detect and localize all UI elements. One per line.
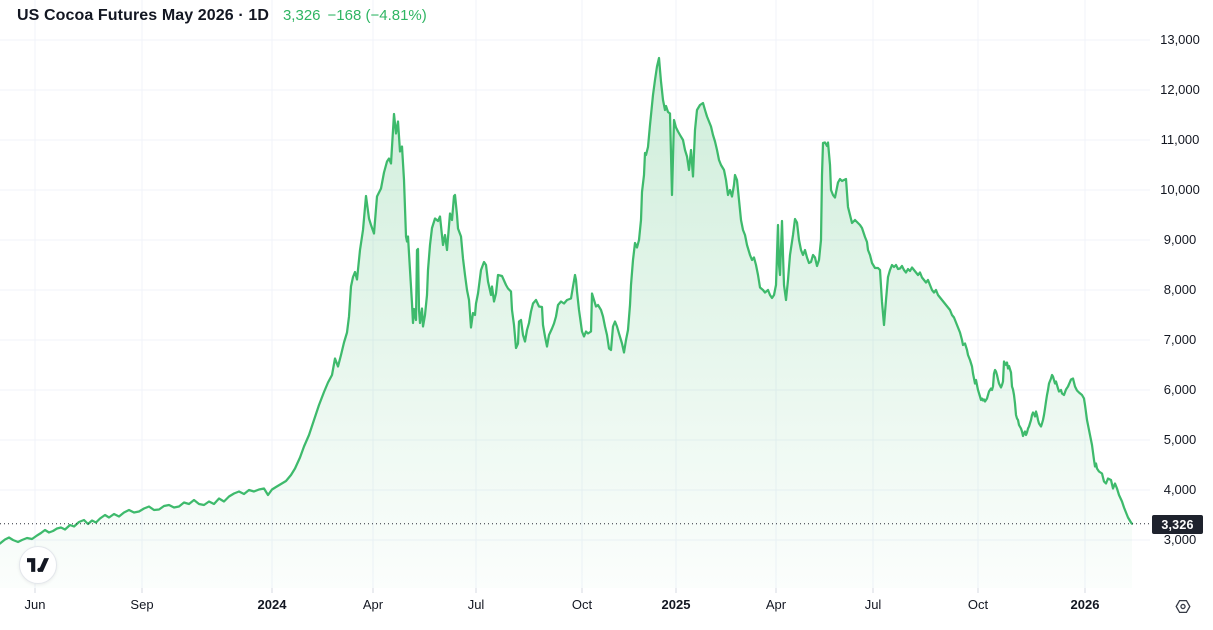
time-axis-label: Sep: [130, 597, 154, 612]
last-price-value: 3,326: [282, 7, 321, 24]
time-axis-label: Jun: [24, 597, 46, 612]
time-axis-label: Oct: [967, 597, 989, 612]
chart-legend: US Cocoa Futures May 2026 · 1D 3,326 −16…: [17, 7, 427, 25]
price-axis-label: 10,000: [1160, 182, 1200, 197]
last-price-badge: 3,326: [1152, 515, 1203, 534]
price-axis-label: 11,000: [1160, 132, 1200, 147]
last-price-badge-text: 3,326: [1161, 517, 1194, 532]
time-axis[interactable]: Jun Sep 2024 Apr Jul Oct 2025 Apr Jul Oct 2026: [0, 588, 1213, 630]
time-axis-label: Jul: [864, 597, 882, 612]
time-axis-label: Oct: [571, 597, 593, 612]
settings-gear-icon[interactable]: [1174, 598, 1192, 615]
symbol-title[interactable]: US Cocoa Futures May 2026 · 1D: [17, 7, 269, 24]
price-axis-label: 12,000: [1160, 82, 1200, 97]
price-axis-label: 9,000: [1163, 232, 1197, 247]
time-axis-label: Apr: [765, 597, 787, 612]
price-axis-label: 5,000: [1163, 432, 1197, 447]
price-axis-label: 4,000: [1163, 482, 1197, 497]
price-axis-label: 3,000: [1163, 532, 1197, 547]
time-axis-label: 2024: [257, 597, 287, 612]
price-axis-label: 7,000: [1163, 332, 1197, 347]
gear-icon-glyph: [1175, 599, 1191, 614]
area-fill: [0, 58, 1132, 588]
price-axis[interactable]: 3,000 4,000 5,000 6,000 7,000 8,000 9,000 10,00…: [1150, 0, 1213, 588]
price-line: [0, 56, 1134, 545]
tradingview-logo-glyph: [27, 558, 49, 572]
tradingview-logo[interactable]: [19, 546, 57, 584]
time-axis-label: 2025: [661, 597, 691, 612]
time-axis-label: Apr: [362, 597, 384, 612]
price-axis-label: 8,000: [1163, 282, 1197, 297]
price-axis-label: 6,000: [1163, 382, 1197, 397]
price-axis-label: 13,000: [1160, 32, 1200, 47]
time-axis-label: 2026: [1070, 597, 1100, 612]
price-change-value: −168 (−4.81%): [327, 7, 427, 24]
time-axis-label: Jul: [467, 597, 485, 612]
